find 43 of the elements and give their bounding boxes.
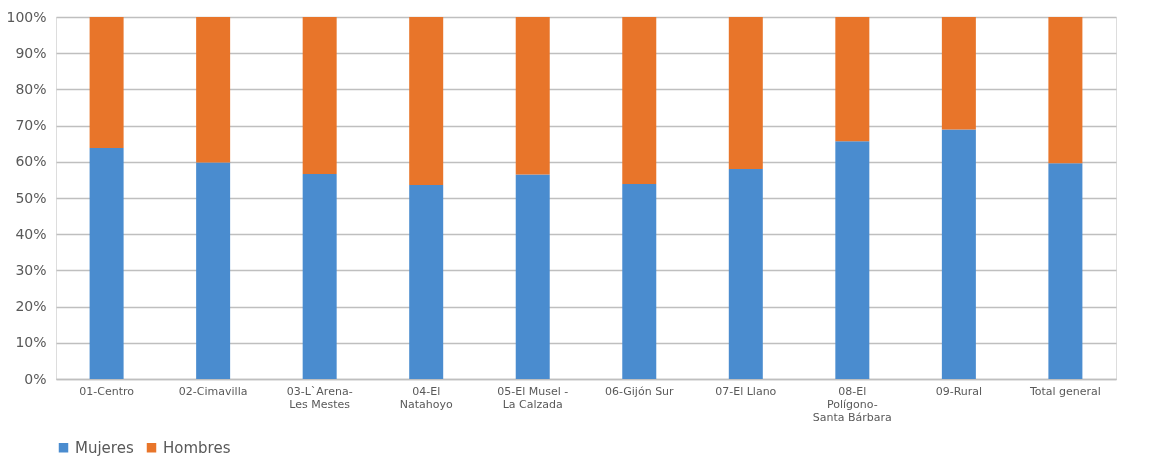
- bar: [728, 17, 763, 170]
- y-tick-label: 40%: [15, 225, 47, 242]
- y-tick-label: 10%: [15, 334, 47, 351]
- y-tick-label: 20%: [15, 298, 47, 315]
- bar: [1048, 17, 1083, 164]
- y-tick-label: 100%: [6, 8, 47, 25]
- bar: [515, 174, 550, 379]
- bar: [941, 129, 976, 379]
- bar: [1048, 163, 1083, 379]
- bar: [941, 17, 976, 130]
- bar: [728, 169, 763, 379]
- bar: [409, 17, 444, 185]
- y-tick-label: 30%: [15, 261, 47, 278]
- y-tick-label: 70%: [15, 117, 47, 134]
- x-tick-label: 08-El Polígono- Santa Bárbara: [812, 384, 892, 424]
- bar: [302, 174, 337, 379]
- y-tick-label: 60%: [15, 153, 47, 170]
- x-tick-label: Total general: [1028, 384, 1101, 398]
- x-tick-label: 04-El Natahoyo: [399, 384, 453, 411]
- legend-label: Hombres: [163, 438, 231, 457]
- x-tick-label: 05-El Musel - La Calzada: [497, 384, 569, 411]
- bar: [196, 162, 231, 379]
- x-tick-label: 07-El Llano: [715, 384, 777, 398]
- bar: [302, 17, 337, 175]
- x-tick-label: 03-L`Arena- Les Mestes: [286, 384, 353, 411]
- y-tick-label: 90%: [15, 44, 47, 61]
- bar: [835, 141, 870, 379]
- bar: [89, 17, 124, 149]
- bar: [835, 17, 870, 142]
- bar: [622, 183, 657, 379]
- y-tick-label: 80%: [15, 80, 47, 97]
- x-tick-label: 01-Centro: [79, 384, 135, 398]
- bar: [196, 17, 231, 163]
- legend-label: Mujeres: [75, 438, 134, 457]
- x-tick-label: 02-Cimavilla: [178, 384, 248, 398]
- x-tick-label: 06-Gijón Sur: [604, 384, 675, 398]
- bar: [622, 17, 657, 184]
- bar: [409, 184, 444, 379]
- y-tick-label: 50%: [15, 189, 47, 206]
- bar: [89, 148, 124, 379]
- y-tick-label: 0%: [24, 370, 47, 387]
- x-tick-label: 09-Rural: [935, 384, 983, 398]
- bar: [515, 17, 550, 175]
